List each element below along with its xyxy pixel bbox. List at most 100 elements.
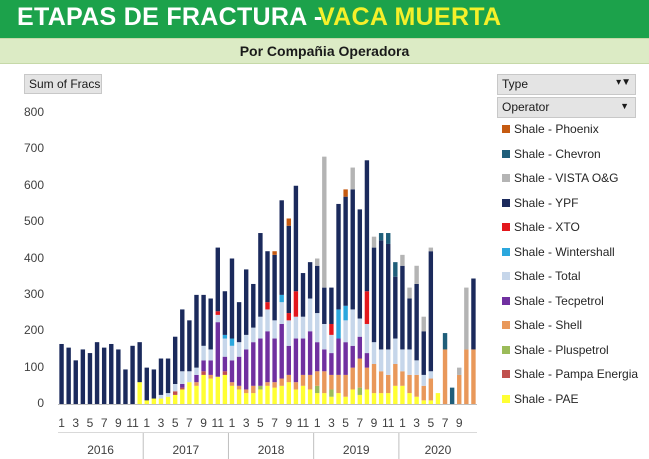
- bar-segment: [229, 338, 235, 346]
- bar-segment: [343, 189, 348, 197]
- bar-stack: [151, 369, 157, 404]
- bar-stack: [300, 273, 306, 404]
- bar-stack: [187, 320, 192, 405]
- bar-segment: [222, 356, 228, 372]
- bar-segment: [172, 391, 178, 395]
- legend-label: Shale - VISTA O&G: [514, 171, 619, 185]
- axis-field-button[interactable]: Operator ▼: [497, 97, 636, 118]
- axis-field-label: Operator: [502, 100, 550, 114]
- bar-stack: [101, 347, 107, 404]
- bar-segment: [414, 374, 419, 397]
- bar-segment: [251, 385, 256, 394]
- bar-segment: [364, 353, 370, 368]
- bar-stack: [286, 218, 291, 405]
- bar-segment: [187, 371, 192, 383]
- bar-segment: [421, 385, 426, 401]
- bar-segment: [350, 309, 355, 346]
- bar-segment: [243, 334, 249, 350]
- value-field-button[interactable]: Sum of Fracs: [24, 74, 102, 94]
- bar-segment: [236, 302, 242, 343]
- x-tick-label: 7: [442, 416, 449, 430]
- bar-segment: [322, 156, 327, 288]
- bar-segment: [364, 367, 370, 390]
- legend-swatch: [502, 198, 510, 207]
- bar-segment: [258, 233, 263, 317]
- x-tick-label: 3: [72, 416, 79, 430]
- bar-segment: [222, 338, 228, 357]
- bar-segment: [101, 347, 107, 404]
- legend-swatch: [502, 394, 510, 403]
- bar-stack: [66, 347, 71, 404]
- filter-dropdown-icon[interactable]: ▾▼: [616, 77, 631, 88]
- bar-segment: [464, 349, 469, 404]
- bar-segment: [307, 262, 313, 299]
- bar-stack: [393, 262, 398, 404]
- bar-segment: [357, 387, 363, 395]
- bar-segment: [144, 367, 149, 401]
- x-tick-label: 5: [257, 416, 264, 430]
- bar-segment: [251, 393, 256, 404]
- title-bar: ETAPAS DE FRACTURA - VACA MUERTA: [0, 0, 649, 38]
- bar-segment: [378, 349, 384, 372]
- year-label: 2017: [172, 443, 199, 457]
- bar-segment: [286, 320, 291, 346]
- bar-segment: [201, 360, 206, 372]
- bar-segment: [293, 316, 299, 339]
- legend-swatch: [502, 149, 510, 158]
- bar-stack: [386, 233, 391, 404]
- bar-segment: [371, 363, 377, 394]
- x-tick-label: 1: [229, 416, 236, 430]
- bar-segment: [243, 349, 249, 390]
- x-tick-label: 5: [172, 416, 179, 430]
- bar-segment: [229, 385, 235, 404]
- bar-segment: [400, 254, 405, 266]
- bar-segment: [73, 360, 78, 404]
- bar-segment: [300, 374, 306, 386]
- bar-segment: [386, 374, 391, 394]
- bar-segment: [322, 287, 327, 324]
- bar-segment: [236, 342, 242, 357]
- legend-field-button[interactable]: Type ▾▼: [497, 74, 636, 95]
- bar-segment: [307, 389, 313, 404]
- bar-segment: [350, 189, 355, 310]
- bar-stack: [336, 203, 341, 404]
- bar-stack: [350, 167, 355, 404]
- bar-segment: [201, 371, 206, 375]
- bar-segment: [165, 396, 171, 405]
- bar-segment: [393, 276, 398, 339]
- bar-stack: [442, 333, 448, 404]
- bar-segment: [307, 298, 313, 332]
- bar-stack: [208, 298, 213, 404]
- bar-segment: [343, 196, 348, 306]
- bar-segment: [251, 342, 256, 386]
- bar-segment: [94, 342, 100, 404]
- bar-stack: [109, 343, 114, 404]
- bar-segment: [258, 385, 263, 390]
- bar-segment: [364, 160, 370, 292]
- bar-segment: [229, 382, 235, 386]
- bar-segment: [80, 349, 86, 404]
- bar-segment: [293, 291, 299, 317]
- x-tick-label: 7: [186, 416, 193, 430]
- bar-segment: [386, 349, 391, 375]
- x-tick-label: 7: [356, 416, 363, 430]
- bar-segment: [59, 343, 64, 404]
- bar-segment: [258, 316, 263, 339]
- bar-segment: [180, 387, 185, 390]
- bar-stack: [449, 387, 455, 404]
- bar-segment: [371, 342, 377, 364]
- bar-stack: [343, 189, 348, 405]
- bar-stack: [180, 309, 185, 404]
- bar-segment: [265, 302, 270, 310]
- bar-segment: [222, 374, 228, 404]
- bar-segment: [215, 376, 220, 404]
- bar-segment: [364, 389, 370, 404]
- bar-segment: [229, 345, 235, 361]
- x-tick-label: 5: [342, 416, 349, 430]
- bar-stack: [329, 287, 334, 405]
- bar-segment: [322, 349, 327, 372]
- legend-swatch: [502, 125, 510, 133]
- bar-segment: [286, 225, 291, 314]
- chevron-down-icon[interactable]: ▼: [620, 101, 629, 111]
- bar-stack: [322, 156, 327, 404]
